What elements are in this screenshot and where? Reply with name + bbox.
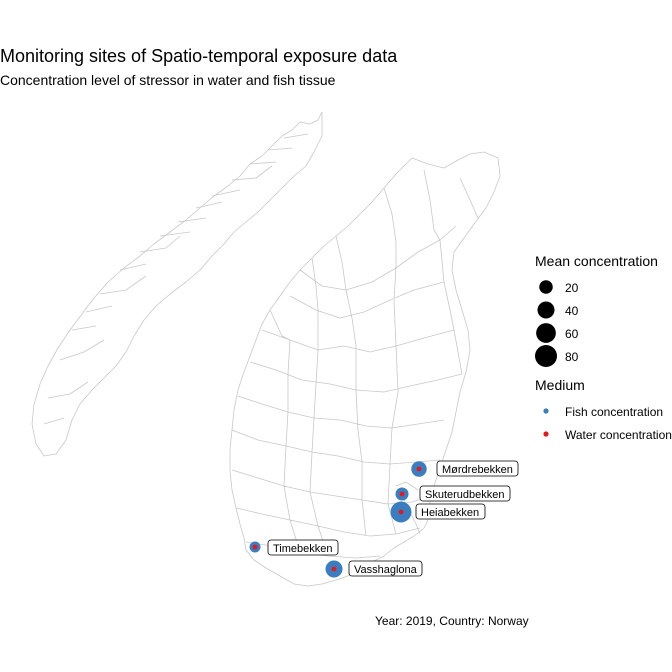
inner-north-lines xyxy=(43,133,309,425)
water-marker-timebekken xyxy=(252,544,258,550)
site-label-text: Skuterudbekken xyxy=(425,489,505,501)
northern-norway-outline xyxy=(31,111,323,457)
map-subtitle: Concentration level of stressor in water… xyxy=(0,72,336,88)
legend-symbols xyxy=(535,280,557,437)
size-legend-label-60: 60 xyxy=(565,327,579,341)
site-label-box xyxy=(348,560,423,577)
size-legend-dot-40 xyxy=(537,301,555,319)
water-marker-heiabekken xyxy=(398,509,404,515)
color-legend-dot-fish xyxy=(543,408,549,414)
color-legend-label-water: Water concentration xyxy=(565,428,672,442)
color-legend-title: Medium xyxy=(535,377,585,393)
site-label-heiabekken: Heiabekken xyxy=(415,503,486,520)
site-label-skuterudbekken: Skuterudbekken xyxy=(419,485,511,502)
site-label-m-rdrebekken: Mørdrebekken xyxy=(436,460,519,477)
site-label-box xyxy=(415,503,486,520)
color-legend-dot-water xyxy=(543,431,549,437)
size-legend-title: Mean concentration xyxy=(535,253,658,269)
site-label-box xyxy=(267,539,339,556)
site-label-text: Vasshaglona xyxy=(354,564,418,576)
color-legend-label-fish: Fish concentration xyxy=(565,405,664,419)
map-caption: Year: 2019, Country: Norway xyxy=(375,614,529,628)
size-legend-label-80: 80 xyxy=(565,350,579,364)
site-label-vasshaglona: Vasshaglona xyxy=(348,560,423,577)
water-marker-vasshaglona xyxy=(331,566,337,572)
water-marker-skuterudbekken xyxy=(399,491,405,497)
size-legend-label-40: 40 xyxy=(565,304,579,318)
map-title: Monitoring sites of Spatio-temporal expo… xyxy=(0,46,398,66)
site-label-box xyxy=(436,460,519,477)
site-label-timebekken: Timebekken xyxy=(267,539,339,556)
size-legend-label-20: 20 xyxy=(565,281,579,295)
site-labels: Mørdrebekken Skuterudbekken Heiabekken Time… xyxy=(267,460,519,577)
southern-norway-outline xyxy=(229,151,501,587)
size-legend-dot-20 xyxy=(539,280,553,294)
site-label-text: Mørdrebekken xyxy=(442,464,513,476)
site-label-box xyxy=(419,485,511,502)
water-marker-m-rdrebekken xyxy=(416,466,422,472)
site-label-text: Timebekken xyxy=(273,543,333,555)
site-label-text: Heiabekken xyxy=(421,507,479,519)
size-legend-dot-60 xyxy=(536,323,556,343)
size-legend-dot-80 xyxy=(535,345,557,367)
site-markers xyxy=(249,461,427,578)
